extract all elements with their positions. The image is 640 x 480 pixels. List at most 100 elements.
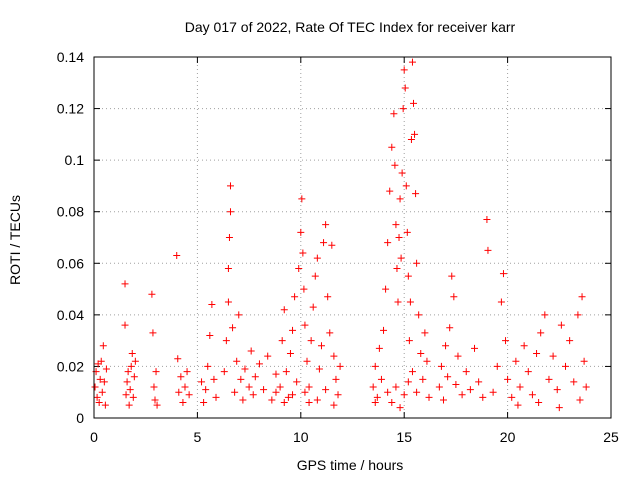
data-point-marker	[297, 228, 305, 236]
data-point-marker	[289, 391, 297, 399]
data-point-marker	[260, 386, 268, 394]
data-point-marker	[282, 368, 290, 376]
data-point-marker	[421, 329, 429, 337]
data-point-marker	[396, 195, 404, 203]
data-point-marker	[580, 357, 588, 365]
data-point-marker	[226, 208, 234, 216]
data-point-marker	[177, 373, 185, 381]
y-tick-label: 0	[76, 410, 84, 426]
data-point-marker	[493, 362, 501, 370]
data-point-marker	[320, 239, 328, 247]
grid-lines	[94, 57, 611, 418]
data-point-marker	[301, 321, 309, 329]
data-point-marker	[95, 399, 103, 407]
data-points	[91, 58, 590, 412]
data-point-marker	[371, 399, 379, 407]
y-tick-label: 0.08	[57, 204, 84, 220]
data-point-marker	[295, 264, 303, 272]
data-point-marker	[411, 130, 419, 138]
data-point-marker	[392, 221, 400, 229]
data-point-marker	[516, 383, 524, 391]
x-tick-label: 25	[603, 429, 619, 445]
plot-area-border	[93, 56, 612, 419]
data-point-marker	[391, 161, 399, 169]
y-tick-label: 0.02	[57, 358, 84, 374]
data-point-marker	[393, 264, 401, 272]
data-point-marker	[403, 228, 411, 236]
data-point-marker	[210, 375, 218, 383]
data-point-marker	[399, 105, 407, 113]
data-point-marker	[475, 378, 483, 386]
data-point-marker	[499, 270, 507, 278]
data-point-marker	[524, 368, 532, 376]
data-point-marker	[101, 401, 109, 409]
data-point-marker	[181, 383, 189, 391]
data-point-marker	[324, 293, 332, 301]
data-point-marker	[371, 362, 379, 370]
data-point-marker	[179, 399, 187, 407]
data-point-marker	[293, 378, 301, 386]
data-point-marker	[398, 169, 406, 177]
data-point-marker	[220, 368, 228, 376]
data-point-marker	[247, 347, 255, 355]
data-point-marker	[91, 383, 99, 391]
data-point-marker	[400, 391, 408, 399]
data-point-marker	[394, 298, 402, 306]
data-point-marker	[406, 298, 414, 306]
data-point-marker	[241, 365, 249, 373]
data-point-marker	[99, 342, 107, 350]
data-point-marker	[305, 383, 313, 391]
data-point-marker	[202, 386, 210, 394]
data-point-marker	[198, 378, 206, 386]
data-point-marker	[425, 393, 433, 401]
data-point-marker	[412, 190, 420, 198]
data-point-marker	[229, 324, 237, 332]
data-point-marker	[278, 337, 286, 345]
y-tick-label: 0.06	[57, 255, 84, 271]
data-point-marker	[289, 326, 297, 334]
data-point-marker	[305, 399, 313, 407]
data-point-marker	[235, 311, 243, 319]
data-point-marker	[489, 388, 497, 396]
data-point-marker	[437, 362, 445, 370]
data-point-marker	[382, 285, 390, 293]
data-point-marker	[407, 136, 415, 144]
chart-title: Day 017 of 2022, Rate Of TEC Index for r…	[185, 19, 516, 35]
data-point-marker	[126, 386, 134, 394]
data-point-marker	[442, 342, 450, 350]
data-point-marker	[446, 324, 454, 332]
data-point-marker	[373, 393, 381, 401]
data-point-marker	[317, 342, 325, 350]
data-point-marker	[299, 249, 307, 257]
data-point-marker	[102, 365, 110, 373]
data-point-marker	[175, 388, 183, 396]
data-point-marker	[249, 391, 257, 399]
data-point-marker	[328, 241, 336, 249]
data-point-marker	[128, 350, 136, 358]
data-point-marker	[541, 311, 549, 319]
data-point-marker	[276, 383, 284, 391]
data-point-marker	[286, 350, 294, 358]
data-point-marker	[439, 396, 447, 404]
data-point-marker	[149, 329, 157, 337]
data-point-marker	[417, 350, 425, 358]
data-point-marker	[300, 285, 308, 293]
data-point-marker	[97, 357, 105, 365]
data-point-marker	[535, 399, 543, 407]
data-point-marker	[400, 66, 408, 74]
data-point-marker	[96, 375, 104, 383]
x-tick-label: 20	[500, 429, 516, 445]
data-point-marker	[322, 386, 330, 394]
data-point-marker	[131, 357, 139, 365]
data-point-marker	[291, 293, 299, 301]
data-point-marker	[122, 391, 130, 399]
data-point-marker	[231, 388, 239, 396]
data-point-marker	[380, 326, 388, 334]
data-point-marker	[582, 383, 590, 391]
data-point-marker	[129, 393, 137, 401]
data-point-marker	[528, 391, 536, 399]
data-point-marker	[272, 370, 280, 378]
data-point-marker	[570, 378, 578, 386]
data-point-marker	[462, 368, 470, 376]
data-point-marker	[397, 254, 405, 262]
